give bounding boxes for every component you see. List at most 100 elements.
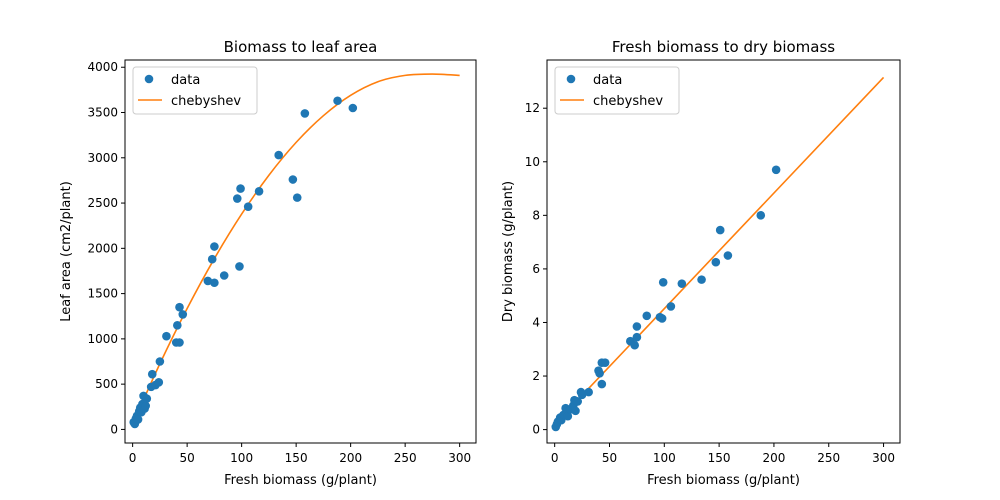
data-point (210, 278, 219, 288)
data-point (300, 109, 310, 118)
data-point (254, 186, 264, 196)
data-point (243, 202, 253, 211)
data-point (175, 302, 184, 312)
x-tick-label: 50 (179, 451, 194, 465)
axes-frame (546, 59, 901, 444)
y-tick-label: 0 (532, 423, 540, 437)
x-tick-label: 0 (551, 451, 559, 465)
x-tick-label: 200 (762, 451, 785, 465)
data-point (203, 276, 213, 286)
legend-marker-data (566, 74, 576, 84)
y-tick-label: 10 (525, 155, 540, 169)
data-point (333, 96, 342, 106)
x-tick-label: 0 (129, 451, 137, 465)
fit-line-chebyshev (131, 73, 460, 425)
y-tick-label: 500 (95, 377, 118, 391)
legend-label-data: data (171, 73, 200, 88)
data-point (584, 387, 593, 397)
x-tick-label: 250 (817, 451, 840, 465)
x-tick-label: 250 (394, 451, 417, 465)
data-point (147, 369, 157, 379)
data-point (597, 379, 607, 389)
data-point (155, 357, 165, 366)
data-point (142, 394, 152, 403)
legend: data chebyshev (554, 66, 680, 115)
x-tick-label: 50 (602, 451, 617, 465)
fit-line-chebyshev (554, 76, 885, 425)
data-point (600, 358, 610, 367)
y-tick-label: 0 (110, 422, 118, 436)
y-axis-label: Dry biomass (g/plant) (501, 181, 516, 322)
data-point (657, 314, 667, 323)
y-tick-label: 1500 (87, 287, 118, 301)
data-point (292, 193, 302, 202)
data-point (133, 415, 143, 424)
data-point (666, 302, 676, 311)
data-point (658, 278, 668, 287)
y-tick-label: 2000 (87, 241, 118, 255)
x-axis-label: Fresh biomass (g/plant) (224, 473, 377, 488)
data-point (595, 369, 604, 378)
x-tick-label: 150 (708, 451, 731, 465)
data-point (577, 390, 587, 400)
y-tick-label: 4 (532, 315, 540, 329)
y-tick-label: 12 (525, 101, 540, 115)
legend-label-chebyshev: chebyshev (593, 94, 663, 109)
x-tick-label: 150 (285, 451, 308, 465)
y-tick-label: 2 (532, 369, 540, 383)
axes-frame (124, 59, 477, 444)
y-tick-label: 2500 (87, 196, 118, 210)
data-point (632, 322, 642, 331)
data-point (642, 311, 652, 321)
data-point (274, 150, 283, 160)
data-point (630, 340, 640, 350)
data-point (563, 411, 573, 421)
data-point (162, 331, 171, 341)
data-point (173, 320, 182, 330)
plot-area (551, 76, 885, 432)
data-point (715, 225, 725, 235)
x-axis-label: Fresh biomass (g/plant) (647, 473, 800, 488)
plot-area (129, 73, 460, 429)
legend-label-chebyshev: chebyshev (171, 94, 241, 109)
data-point (141, 401, 151, 411)
data-point (207, 254, 217, 264)
data-point (771, 165, 781, 175)
y-tick-label: 1000 (87, 332, 118, 346)
data-point (210, 242, 219, 251)
legend-box (554, 66, 680, 115)
y-tick-label: 6 (532, 262, 540, 276)
data-point (756, 211, 766, 220)
y-tick-label: 3000 (87, 151, 118, 165)
x-tick-label: 100 (653, 451, 676, 465)
x-tick-label: 100 (230, 451, 253, 465)
data-point (288, 175, 298, 184)
data-point (573, 397, 582, 406)
data-point (711, 257, 721, 267)
data-point (235, 262, 244, 271)
chart-title: Fresh biomass to dry biomass (612, 38, 835, 56)
chart-title: Biomass to leaf area (224, 38, 378, 56)
legend-box (132, 66, 258, 115)
data-point (232, 194, 242, 203)
data-point (219, 271, 229, 280)
data-point (175, 338, 184, 347)
y-tick-label: 8 (532, 208, 540, 222)
x-tick-label: 300 (448, 451, 471, 465)
x-tick-label: 300 (872, 451, 895, 465)
y-axis-label: Leaf area (cm2/plant) (59, 181, 74, 322)
data-point (236, 184, 245, 193)
y-tick-label: 4000 (87, 60, 118, 74)
legend: data chebyshev (132, 66, 258, 115)
legend-label-data: data (593, 73, 622, 88)
data-point (697, 275, 706, 284)
data-point (632, 332, 642, 342)
data-point (677, 279, 687, 288)
data-point (723, 251, 733, 260)
data-point (348, 103, 358, 113)
y-tick-label: 3500 (87, 106, 118, 120)
data-point (178, 310, 188, 319)
